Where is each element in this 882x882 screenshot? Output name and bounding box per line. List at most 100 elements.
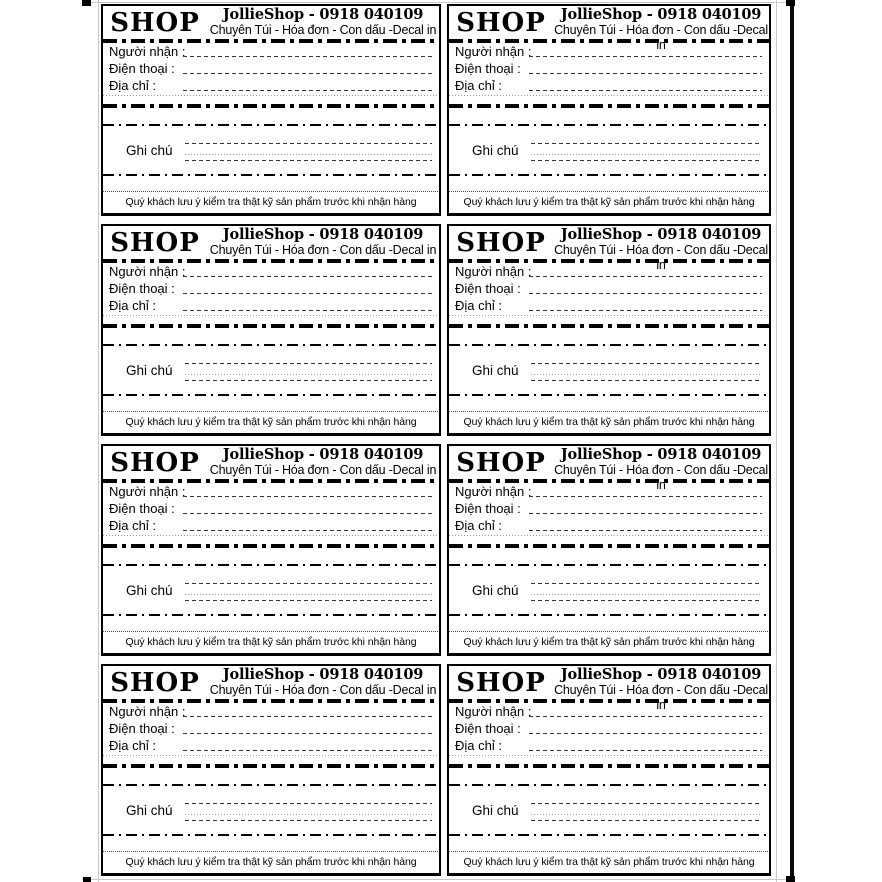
divider-thick-top bbox=[449, 479, 769, 483]
divider-fine-dotted bbox=[103, 191, 439, 192]
shop-logo: SHOP bbox=[456, 448, 546, 478]
field-label-recipient: Người nhận : bbox=[455, 264, 532, 279]
field-write-line-address bbox=[529, 530, 762, 531]
shop-subtitle: Chuyên Túi - Hóa đơn - Con dấu -Decal in bbox=[209, 243, 437, 257]
divider-thin-lower bbox=[103, 174, 439, 176]
footer-note: Quý khách lưu ý kiểm tra thật kỹ sản phẩ… bbox=[125, 416, 417, 428]
field-row-phone: Điện thoại : bbox=[109, 60, 432, 77]
divider-thin-upper bbox=[103, 124, 439, 126]
field-label-phone: Điện thoại : bbox=[455, 721, 521, 736]
divider-thin-lower bbox=[103, 614, 439, 616]
field-label-address: Địa chỉ : bbox=[455, 298, 502, 313]
divider-thick-middle bbox=[103, 324, 439, 328]
field-label-recipient: Người nhận : bbox=[455, 484, 532, 499]
note-section: Ghi chú bbox=[109, 357, 432, 385]
shop-logo: SHOP bbox=[456, 228, 546, 258]
field-row-address: Địa chỉ : bbox=[109, 737, 432, 754]
field-row-recipient: Người nhận : bbox=[455, 703, 762, 720]
label-header: SHOP JollieShop - 0918 040109 Chuyên Túi… bbox=[449, 226, 769, 273]
shop-header-text: JollieShop - 0918 040109 Chuyên Túi - Hó… bbox=[553, 446, 769, 493]
note-label: Ghi chú bbox=[472, 363, 519, 378]
field-row-address: Địa chỉ : bbox=[109, 77, 432, 94]
divider-thin-upper bbox=[449, 344, 769, 346]
shop-logo: SHOP bbox=[110, 668, 200, 698]
label-header: SHOP JollieShop - 0918 040109 Chuyên Túi… bbox=[449, 6, 769, 53]
recipient-fields: Người nhận : Điện thoại : Địa chỉ : bbox=[109, 703, 432, 754]
shop-subtitle: Chuyên Túi - Hóa đơn - Con dấu -Decal in bbox=[554, 23, 768, 52]
field-label-address: Địa chỉ : bbox=[109, 298, 156, 313]
note-write-line-2 bbox=[185, 820, 432, 821]
note-write-line-2 bbox=[531, 380, 762, 381]
divider-thick-top bbox=[103, 479, 439, 483]
field-label-phone: Điện thoại : bbox=[455, 61, 521, 76]
note-label: Ghi chú bbox=[472, 583, 519, 598]
field-row-recipient: Người nhận : bbox=[455, 43, 762, 60]
footer-note: Quý khách lưu ý kiểm tra thật kỹ sản phẩ… bbox=[125, 196, 417, 208]
shop-header-text: JollieShop - 0918 040109 Chuyên Túi - Hó… bbox=[553, 666, 769, 713]
field-write-line-recipient bbox=[529, 716, 762, 717]
shop-title: JollieShop - 0918 040109 bbox=[560, 6, 762, 23]
guide-line-left bbox=[98, 0, 99, 882]
shipping-label: SHOP JollieShop - 0918 040109 Chuyên Túi… bbox=[101, 664, 441, 876]
field-label-recipient: Người nhận : bbox=[109, 484, 186, 499]
note-write-line-2 bbox=[185, 600, 432, 601]
divider-thick-middle bbox=[449, 104, 769, 108]
recipient-fields: Người nhận : Điện thoại : Địa chỉ : bbox=[455, 703, 762, 754]
label-grid: SHOP JollieShop - 0918 040109 Chuyên Túi… bbox=[101, 4, 771, 876]
shop-title: JollieShop - 0918 040109 bbox=[560, 666, 762, 683]
field-label-address: Địa chỉ : bbox=[455, 738, 502, 753]
shop-logo: SHOP bbox=[110, 448, 200, 478]
label-header: SHOP JollieShop - 0918 040109 Chuyên Túi… bbox=[103, 6, 439, 39]
shop-subtitle: Chuyên Túi - Hóa đơn - Con dấu -Decal in bbox=[554, 243, 768, 272]
recipient-fields: Người nhận : Điện thoại : Địa chỉ : bbox=[109, 43, 432, 94]
note-write-line-1 bbox=[531, 583, 762, 584]
field-label-recipient: Người nhận : bbox=[109, 44, 186, 59]
field-row-recipient: Người nhận : bbox=[109, 703, 432, 720]
field-write-line-recipient bbox=[529, 276, 762, 277]
field-write-line-phone bbox=[529, 73, 762, 74]
divider-thin-upper bbox=[449, 564, 769, 566]
divider-faint-dotted bbox=[103, 755, 439, 756]
divider-faint-dotted bbox=[449, 535, 769, 536]
shop-title: JollieShop - 0918 040109 bbox=[222, 446, 424, 463]
shop-header-text: JollieShop - 0918 040109 Chuyên Túi - Hó… bbox=[553, 226, 769, 273]
shop-logo: SHOP bbox=[110, 8, 200, 38]
footer-note: Quý khách lưu ý kiểm tra thật kỹ sản phẩ… bbox=[125, 636, 417, 648]
divider-thick-middle bbox=[449, 764, 769, 768]
note-write-line-1 bbox=[531, 143, 762, 144]
field-label-phone: Điện thoại : bbox=[455, 281, 521, 296]
shop-logo: SHOP bbox=[110, 228, 200, 258]
field-label-recipient: Người nhận : bbox=[455, 704, 532, 719]
note-label: Ghi chú bbox=[472, 803, 519, 818]
divider-thin-upper bbox=[449, 124, 769, 126]
note-label: Ghi chú bbox=[126, 363, 173, 378]
shop-title: JollieShop - 0918 040109 bbox=[222, 226, 424, 243]
crop-mark-top-left bbox=[82, 0, 91, 6]
divider-thick-middle bbox=[103, 544, 439, 548]
divider-faint-dotted bbox=[449, 755, 769, 756]
divider-thin-lower bbox=[449, 394, 769, 396]
field-write-line-address bbox=[183, 530, 432, 531]
divider-thin-lower bbox=[103, 834, 439, 836]
note-write-line-1 bbox=[185, 583, 432, 584]
divider-faint-dotted bbox=[103, 535, 439, 536]
field-write-line-phone bbox=[529, 733, 762, 734]
field-row-address: Địa chỉ : bbox=[109, 297, 432, 314]
field-write-line-phone bbox=[529, 513, 762, 514]
footer-note: Quý khách lưu ý kiểm tra thật kỹ sản phẩ… bbox=[463, 636, 755, 648]
divider-thick-top bbox=[449, 259, 769, 263]
field-label-phone: Điện thoại : bbox=[455, 501, 521, 516]
crop-mark-bottom-right bbox=[786, 876, 795, 882]
note-write-lines bbox=[531, 797, 762, 825]
recipient-fields: Người nhận : Điện thoại : Địa chỉ : bbox=[109, 263, 432, 314]
note-write-line-faint bbox=[531, 814, 762, 815]
field-row-recipient: Người nhận : bbox=[109, 263, 432, 280]
label-header: SHOP JollieShop - 0918 040109 Chuyên Túi… bbox=[449, 666, 769, 713]
field-row-address: Địa chỉ : bbox=[455, 517, 762, 534]
field-write-line-recipient bbox=[529, 496, 762, 497]
recipient-fields: Người nhận : Điện thoại : Địa chỉ : bbox=[455, 43, 762, 94]
shop-header-text: JollieShop - 0918 040109 Chuyên Túi - Hó… bbox=[207, 666, 439, 699]
footer-note: Quý khách lưu ý kiểm tra thật kỹ sản phẩ… bbox=[463, 856, 755, 868]
note-write-line-2 bbox=[185, 160, 432, 161]
